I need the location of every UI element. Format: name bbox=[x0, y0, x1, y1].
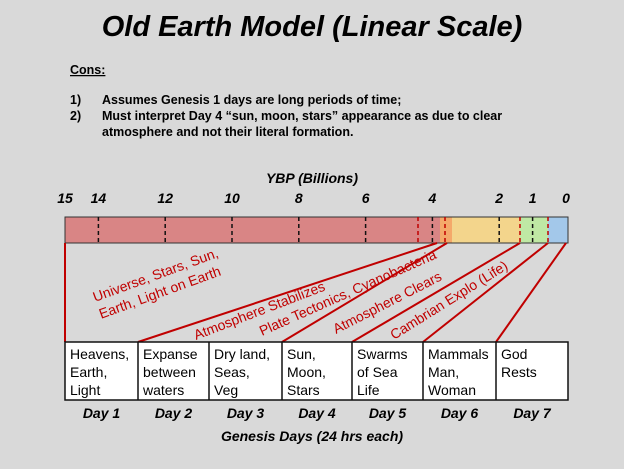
bar-outline bbox=[64, 216, 569, 244]
day-label: Day 2 bbox=[155, 405, 193, 421]
day-text: Stars bbox=[287, 382, 320, 398]
day-text: Rests bbox=[501, 364, 537, 380]
day-label: Day 7 bbox=[513, 405, 552, 421]
tick-label: 6 bbox=[362, 190, 370, 206]
day-text: between bbox=[143, 364, 196, 380]
footer: Genesis Days (24 hrs each) bbox=[221, 428, 403, 444]
tick-label: 15 bbox=[57, 190, 73, 206]
day-text: of Sea bbox=[357, 364, 398, 380]
day-text: Sun, bbox=[287, 346, 316, 362]
connectors bbox=[64, 242, 567, 343]
day-text: Moon, bbox=[287, 364, 326, 380]
day-label: Day 4 bbox=[298, 405, 336, 421]
segment bbox=[65, 217, 440, 243]
axis-label: YBP (Billions) bbox=[266, 170, 358, 186]
tick-label: 14 bbox=[91, 190, 107, 206]
day-text: Seas, bbox=[214, 364, 250, 380]
tick-label: 4 bbox=[428, 190, 437, 206]
day-text: Life bbox=[357, 382, 380, 398]
segment bbox=[548, 217, 568, 243]
day-text: Dry land, bbox=[214, 346, 270, 362]
day-label: Day 1 bbox=[83, 405, 121, 421]
title: Old Earth Model (Linear Scale) bbox=[102, 11, 523, 43]
cons-text: atmosphere and not their literal formati… bbox=[102, 125, 353, 139]
segment bbox=[520, 217, 548, 243]
timeline-bar bbox=[64, 216, 569, 244]
day-text: waters bbox=[142, 382, 184, 398]
day-label: Day 3 bbox=[227, 405, 265, 421]
day-text: Woman bbox=[428, 382, 476, 398]
day-label: Day 6 bbox=[441, 405, 479, 421]
day-text: Mammals bbox=[428, 346, 489, 362]
day-text: Earth, bbox=[70, 364, 107, 380]
day-text: Heavens, bbox=[70, 346, 129, 362]
event-markers bbox=[417, 217, 549, 243]
cons-text: Assumes Genesis 1 days are long periods … bbox=[102, 93, 401, 107]
day-text: Man, bbox=[428, 364, 459, 380]
cons-text: Must interpret Day 4 “sun, moon, stars” … bbox=[102, 109, 502, 123]
day-text: Swarms bbox=[357, 346, 408, 362]
day-text: Veg bbox=[214, 382, 238, 398]
cons-number: 2) bbox=[70, 109, 81, 123]
tick-label: 12 bbox=[157, 190, 173, 206]
tick-label: 0 bbox=[562, 190, 570, 206]
tick-label: 10 bbox=[224, 190, 240, 206]
day-text: Light bbox=[70, 382, 100, 398]
tick-label: 2 bbox=[494, 190, 503, 206]
day-text: Expanse bbox=[143, 346, 198, 362]
segment bbox=[452, 217, 520, 243]
cons-number: 1) bbox=[70, 93, 81, 107]
segment bbox=[440, 217, 452, 243]
tick-label: 1 bbox=[529, 190, 537, 206]
cons-heading: Cons: bbox=[70, 63, 105, 77]
tick-label: 8 bbox=[295, 190, 303, 206]
day-text: God bbox=[501, 346, 527, 362]
days-box bbox=[64, 341, 569, 401]
day-label: Day 5 bbox=[369, 405, 407, 421]
